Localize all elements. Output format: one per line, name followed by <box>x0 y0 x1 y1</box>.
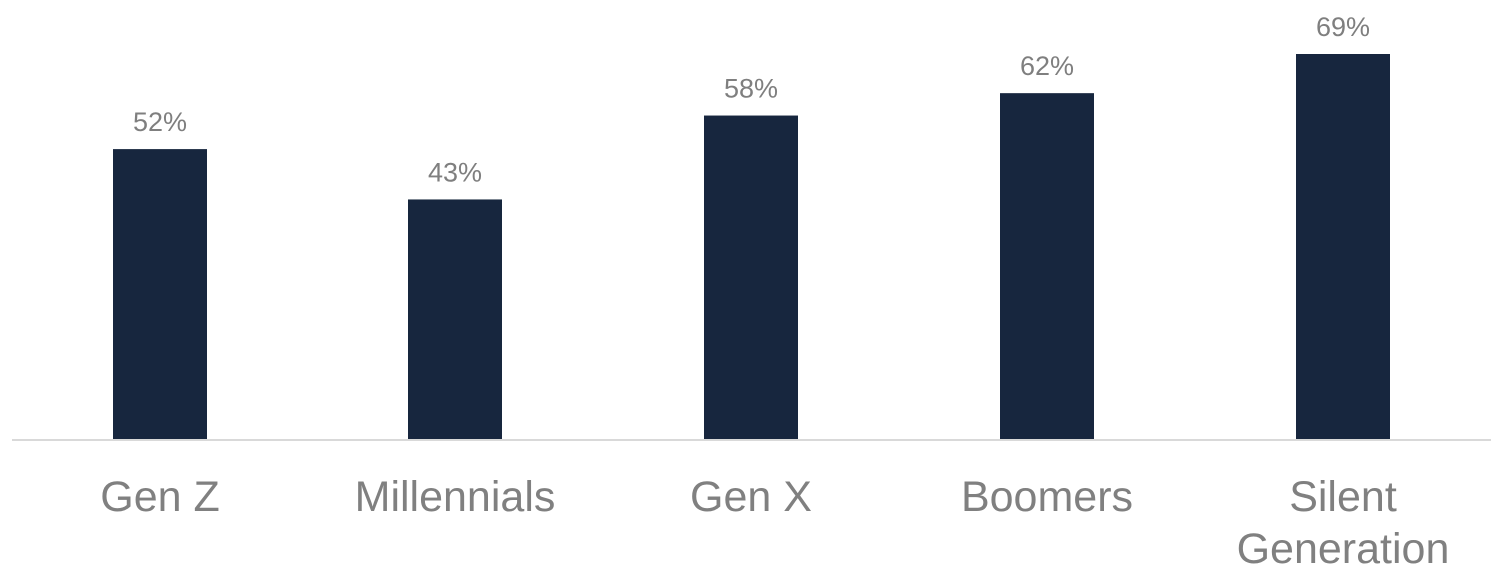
value-label-millennials: 43% <box>428 157 482 187</box>
category-label-millennials: Millennials <box>355 473 556 521</box>
category-label-boomers: Boomers <box>961 473 1133 521</box>
category-labels-group: Gen Z Millennials Gen X Boomers Silent Genera… <box>100 473 1449 570</box>
bars-group <box>113 54 1390 441</box>
value-labels-group: 52% 43% 58% 62% 69% <box>133 12 1370 187</box>
value-label-silent-generation: 69% <box>1316 12 1370 42</box>
value-label-gen-z: 52% <box>133 107 187 137</box>
bar-millennials <box>408 199 502 440</box>
category-label-gen-x: Gen X <box>690 473 812 521</box>
value-label-boomers: 62% <box>1020 51 1074 81</box>
bar-gen-z <box>113 149 207 441</box>
bar-boomers <box>1000 93 1094 440</box>
value-label-gen-x: 58% <box>724 74 778 104</box>
category-label-gen-z: Gen Z <box>100 473 220 521</box>
bar-silent-generation <box>1296 54 1390 440</box>
category-label-silent-generation: Silent Generation <box>1237 473 1450 570</box>
bar-gen-x <box>704 115 798 441</box>
